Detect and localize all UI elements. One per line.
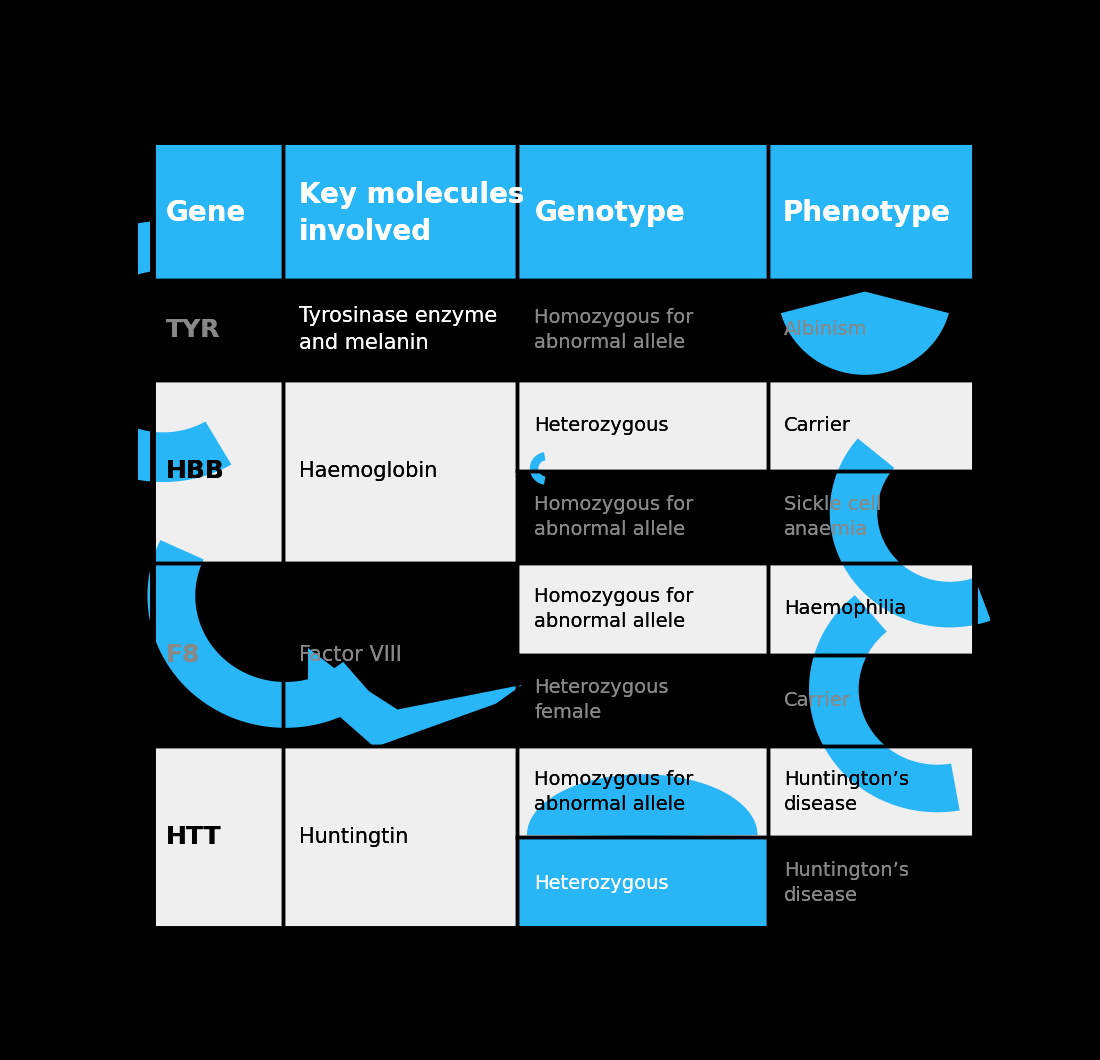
Text: Gene: Gene: [166, 199, 246, 228]
Text: Sickle cell
anaemia: Sickle cell anaemia: [784, 495, 881, 538]
Bar: [517, 746, 768, 837]
Text: Homozygous for
abnormal allele: Homozygous for abnormal allele: [535, 770, 694, 814]
Text: Huntingtin: Huntingtin: [299, 828, 408, 847]
Bar: [768, 563, 975, 654]
Bar: [153, 379, 283, 563]
Text: Homozygous for
abnormal allele: Homozygous for abnormal allele: [535, 586, 694, 631]
Text: Sickle cell
anaemia: Sickle cell anaemia: [784, 495, 881, 538]
Text: Homozygous for
abnormal allele: Homozygous for abnormal allele: [535, 307, 694, 352]
Bar: [517, 563, 768, 654]
Text: Albinism: Albinism: [784, 320, 868, 339]
Text: Huntington’s
disease: Huntington’s disease: [784, 861, 909, 905]
Bar: [768, 280, 975, 379]
Bar: [153, 563, 283, 746]
Text: Genotype: Genotype: [535, 199, 685, 228]
Text: Homozygous for
abnormal allele: Homozygous for abnormal allele: [535, 495, 694, 538]
Text: Key molecules
involved: Key molecules involved: [299, 181, 525, 246]
Text: Haemoglobin: Haemoglobin: [299, 461, 438, 481]
Polygon shape: [308, 648, 522, 747]
Text: Huntingtin: Huntingtin: [299, 828, 408, 847]
Bar: [153, 746, 283, 929]
Text: Haemophilia: Haemophilia: [784, 599, 906, 618]
Text: Albinism: Albinism: [784, 320, 868, 339]
Text: Heterozygous: Heterozygous: [535, 416, 669, 435]
Text: Huntington’s
disease: Huntington’s disease: [784, 861, 909, 905]
Text: HBB: HBB: [166, 459, 224, 483]
Bar: [153, 280, 283, 379]
Text: Huntington’s
disease: Huntington’s disease: [784, 770, 909, 814]
Text: F8: F8: [166, 642, 200, 667]
Bar: [517, 837, 768, 929]
Text: Factor VIII: Factor VIII: [299, 644, 402, 665]
Text: TYR: TYR: [166, 318, 220, 341]
Text: Heterozygous: Heterozygous: [535, 873, 669, 893]
Text: HTT: HTT: [166, 826, 221, 849]
Bar: [517, 654, 768, 746]
Polygon shape: [530, 453, 546, 484]
Text: Phenotype: Phenotype: [782, 199, 950, 228]
Text: Heterozygous: Heterozygous: [535, 416, 669, 435]
Text: Carrier: Carrier: [784, 416, 851, 435]
Polygon shape: [829, 439, 991, 628]
Text: Key molecules
involved: Key molecules involved: [299, 181, 525, 246]
Text: Heterozygous: Heterozygous: [535, 873, 669, 893]
Bar: [517, 142, 768, 280]
Text: Homozygous for
abnormal allele: Homozygous for abnormal allele: [535, 495, 694, 538]
Bar: [283, 563, 517, 746]
Text: Haemoglobin: Haemoglobin: [299, 461, 438, 481]
Text: Heterozygous
female: Heterozygous female: [535, 678, 669, 722]
Text: Carrier: Carrier: [784, 416, 851, 435]
Bar: [283, 280, 517, 379]
Text: HBB: HBB: [166, 459, 224, 483]
Bar: [517, 379, 768, 472]
Text: Huntington’s
disease: Huntington’s disease: [784, 770, 909, 814]
Bar: [768, 472, 975, 563]
Text: Carrier: Carrier: [784, 691, 851, 710]
Bar: [768, 746, 975, 837]
Polygon shape: [147, 540, 374, 728]
Polygon shape: [26, 222, 231, 482]
Polygon shape: [781, 292, 949, 375]
Text: Tyrosinase enzyme
and melanin: Tyrosinase enzyme and melanin: [299, 306, 497, 353]
Bar: [768, 142, 975, 280]
Bar: [768, 837, 975, 929]
Bar: [768, 654, 975, 746]
Bar: [517, 280, 768, 379]
Bar: [768, 379, 975, 472]
Text: Haemophilia: Haemophilia: [784, 599, 906, 618]
Polygon shape: [808, 595, 959, 812]
Text: Carrier: Carrier: [784, 691, 851, 710]
Bar: [517, 472, 768, 563]
Text: F8: F8: [166, 642, 200, 667]
Bar: [283, 746, 517, 929]
Text: Homozygous for
abnormal allele: Homozygous for abnormal allele: [535, 307, 694, 352]
Text: HTT: HTT: [166, 826, 221, 849]
Bar: [283, 142, 517, 280]
Bar: [283, 379, 517, 563]
Text: Gene: Gene: [166, 199, 246, 228]
Text: TYR: TYR: [166, 318, 220, 341]
Text: Factor VIII: Factor VIII: [299, 644, 402, 665]
Bar: [153, 142, 283, 280]
Text: Heterozygous
female: Heterozygous female: [535, 678, 669, 722]
Text: Phenotype: Phenotype: [782, 199, 950, 228]
Text: Tyrosinase enzyme
and melanin: Tyrosinase enzyme and melanin: [299, 306, 497, 353]
Text: Homozygous for
abnormal allele: Homozygous for abnormal allele: [535, 770, 694, 814]
Polygon shape: [517, 774, 768, 837]
Text: Genotype: Genotype: [535, 199, 685, 228]
Text: Homozygous for
abnormal allele: Homozygous for abnormal allele: [535, 586, 694, 631]
